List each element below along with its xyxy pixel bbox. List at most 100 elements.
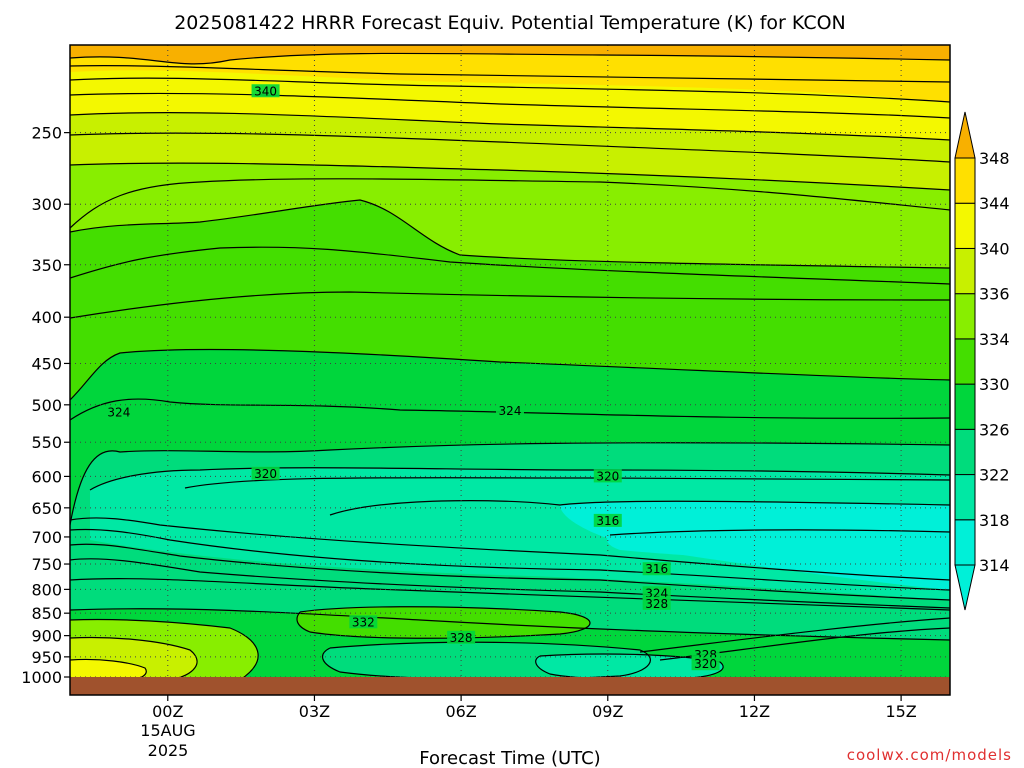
contour-line: [70, 246, 950, 285]
x-tick-label: 00Z: [152, 702, 183, 721]
colorbar-segment: [954, 338, 976, 385]
contour-line: [322, 641, 651, 681]
contour-label-bg: [251, 84, 280, 98]
contour-line: [70, 112, 950, 141]
contour-line: [70, 636, 198, 681]
y-tick-label: 500: [31, 396, 62, 415]
contour-line: [70, 558, 950, 609]
contour-line: [70, 178, 950, 229]
contour-label-bg: [593, 469, 622, 483]
x-subtitle-date: 15AUG: [140, 721, 195, 740]
colorbar-segment: [954, 202, 976, 249]
contour-label-bg: [593, 513, 622, 527]
credit-text: coolwx.com/models: [847, 746, 1012, 764]
contour-line: [70, 528, 950, 591]
contour-label: 320: [596, 469, 619, 483]
plot-area: [70, 45, 950, 695]
y-tick-label: 750: [31, 555, 62, 574]
contour-line: [70, 162, 950, 191]
colorbar-segment: [954, 157, 976, 204]
colorbar-tick-label: 314: [979, 556, 1010, 575]
contour-label: 316: [596, 514, 619, 528]
contour-line: [296, 606, 591, 639]
contour-line: [70, 608, 950, 641]
contour-line: [70, 52, 950, 65]
contour-lines: [70, 52, 950, 683]
colorbar-segment: [954, 293, 976, 340]
contour-label: 320: [254, 467, 277, 481]
contour-label: 320: [694, 657, 717, 671]
colorbar-segment: [954, 383, 976, 430]
colorbar-under-arrow: [954, 564, 976, 611]
contour-line: [70, 398, 950, 421]
contour-line: [70, 578, 950, 611]
contour-label: 340: [254, 84, 277, 98]
contour-label: 328: [645, 597, 668, 611]
colorbar-tick-label: 322: [979, 466, 1010, 485]
band-fill: [535, 654, 724, 680]
colorbar-segment: [954, 428, 976, 476]
contour-label-bg: [642, 562, 671, 576]
colorbar-segment: [954, 519, 976, 566]
x-tick-label: 06Z: [445, 702, 476, 721]
contour-line: [70, 132, 950, 163]
contour-line: [70, 517, 950, 581]
colorbar-tick-label: 318: [979, 511, 1010, 530]
band-fill: [607, 529, 950, 565]
band-fill: [90, 467, 950, 600]
x-axis: 00Z 03Z 06Z 09Z 12Z 15Z: [152, 695, 917, 721]
y-tick-label: 300: [31, 195, 62, 214]
contour-line: [70, 291, 950, 319]
contour-label: 324: [499, 404, 522, 418]
x-tick-label: 09Z: [592, 702, 623, 721]
contour-label-bg: [642, 596, 671, 610]
colorbar: 314 318 322 326 330 334 336 340 344 348: [954, 111, 1010, 611]
contour-label: 332: [352, 615, 375, 629]
contour-line: [89, 467, 950, 491]
colorbar-segment: [954, 247, 976, 295]
contour-line: [70, 199, 950, 269]
y-tick-label: 600: [31, 467, 62, 486]
contour-label-bg: [447, 630, 476, 644]
contour-label: 316: [645, 562, 668, 576]
y-tick-label: 350: [31, 256, 62, 275]
x-tick-label: 15Z: [885, 702, 916, 721]
contour-label-bg: [349, 615, 378, 629]
y-tick-label: 650: [31, 499, 62, 518]
colorbar-tick-label: 348: [979, 149, 1010, 168]
y-tick-label: 550: [31, 433, 62, 452]
ground-strip: [70, 677, 950, 695]
colorbar-tick-label: 336: [979, 285, 1010, 304]
colorbar-tick-label: 330: [979, 375, 1010, 394]
x-subtitle-year: 2025: [148, 741, 189, 760]
y-tick-label: 800: [31, 580, 62, 599]
y-tick-label: 900: [31, 627, 62, 646]
plot-frame: [69, 44, 951, 696]
contour-label: 324: [107, 406, 130, 420]
x-tick-label: 03Z: [299, 702, 330, 721]
contour-label-bg: [642, 586, 671, 600]
contour-line: [329, 500, 950, 516]
y-tick-label: 400: [31, 308, 62, 327]
contour-line: [70, 77, 950, 103]
contour-line: [70, 65, 950, 83]
colorbar-tick-label: 344: [979, 194, 1010, 213]
colorbar-tick-label: 334: [979, 330, 1010, 349]
y-tick-label: 850: [31, 604, 62, 623]
contour-label-bg: [251, 466, 280, 480]
contour-line: [70, 618, 259, 681]
y-axis: 250 300 350 400 450 500 550 600 650 700 750 800 850 9…: [21, 124, 70, 687]
contour-label: 328: [450, 631, 473, 645]
colorbar-tick-label: 340: [979, 239, 1010, 258]
y-tick-label: 450: [31, 354, 62, 373]
contour-line: [70, 92, 950, 119]
x-tick-label: 12Z: [739, 702, 770, 721]
chart-title: 2025081422 HRRR Forecast Equiv. Potentia…: [174, 12, 846, 34]
colorbar-segment: [954, 474, 976, 521]
contour-label-bg: [691, 657, 720, 671]
band-fill: [297, 606, 590, 639]
y-tick-label: 1000: [21, 668, 62, 687]
contour-line: [70, 348, 950, 401]
contour-line: [639, 617, 950, 653]
